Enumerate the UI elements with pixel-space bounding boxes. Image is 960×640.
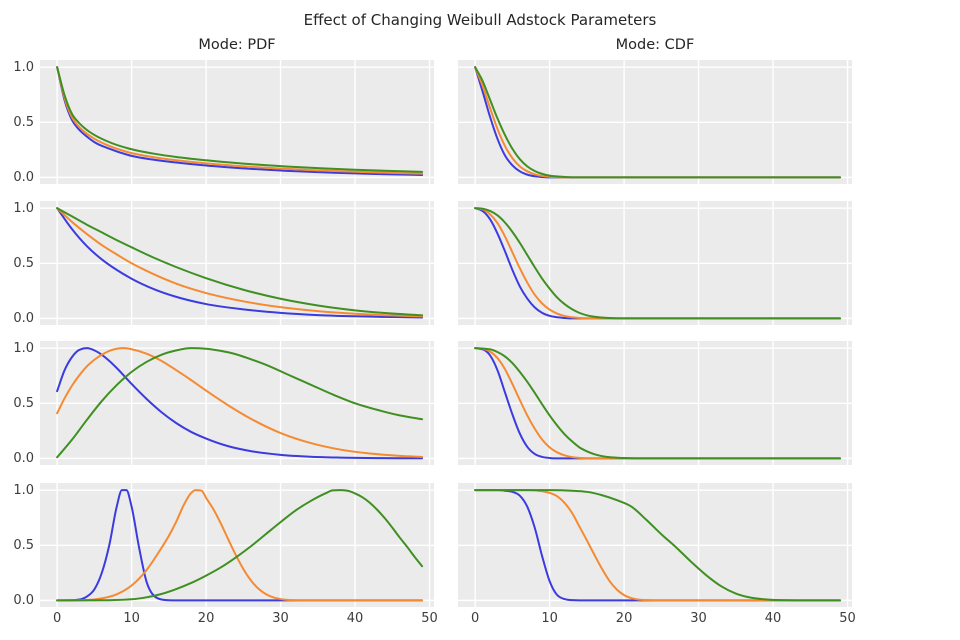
plot-area [40,341,434,465]
plot-area [458,60,852,184]
curve-orange [474,207,842,320]
plot-area [40,483,434,607]
curve-green [56,347,424,459]
curve-orange [56,66,424,175]
x-tick-label: 40 [346,611,364,626]
plot-area [40,201,434,325]
curve-orange [474,489,842,602]
x-tick-label: 30 [272,611,289,626]
x-tick-label: 50 [839,611,856,626]
x-tick-label: 20 [615,611,633,626]
y-tick-label: 0.0 [13,592,34,608]
curve-orange [56,489,424,602]
y-tick-label: 0.0 [13,169,34,185]
subplot-row2-pdf [40,201,434,325]
column-title-pdf: Mode: PDF [198,37,276,53]
x-tick-label: 50 [421,611,438,626]
curve-green [474,66,842,179]
curve-blue [56,347,424,460]
x-tick-label: 20 [197,611,215,626]
curve-green [56,207,424,317]
curve-blue [56,489,424,602]
subplot-row3-pdf [40,341,434,465]
y-tick-label: 1.0 [13,340,34,356]
plot-area [458,201,852,325]
curve-orange [474,347,842,460]
y-tick-label: 0.5 [13,114,34,130]
subplot-row3-cdf [458,341,852,465]
x-tick-label: 30 [690,611,707,626]
y-tick-label: 0.5 [13,537,34,553]
plot-area [458,341,852,465]
curve-green [56,66,424,173]
x-tick-label: 0 [470,611,480,626]
y-tick-label: 0.5 [13,395,34,411]
curve-orange [56,207,424,318]
y-tick-label: 0.0 [13,450,34,466]
subplot-row1-pdf [40,60,434,184]
plot-area [40,60,434,184]
subplot-row4-pdf [40,483,434,607]
curve-blue [56,207,424,319]
x-tick-label: 10 [541,611,558,626]
y-tick-label: 0.5 [13,255,34,271]
y-tick-label: 0.0 [13,310,34,326]
curve-green [474,489,842,602]
curve-green [56,489,424,602]
x-tick-label: 0 [52,611,62,626]
curve-green [474,347,842,460]
subplot-row2-cdf [458,201,852,325]
subplot-row4-cdf [458,483,852,607]
y-tick-label: 1.0 [13,200,34,216]
y-tick-label: 1.0 [13,59,34,75]
column-title-cdf: Mode: CDF [615,37,695,53]
y-tick-label: 1.0 [13,482,34,498]
x-tick-label: 10 [123,611,140,626]
curve-green [474,207,842,320]
curve-blue [56,66,424,176]
plot-area [458,483,852,607]
subplot-row1-cdf [458,60,852,184]
x-tick-label: 40 [764,611,782,626]
figure-title: Effect of Changing Weibull Adstock Param… [303,11,657,29]
